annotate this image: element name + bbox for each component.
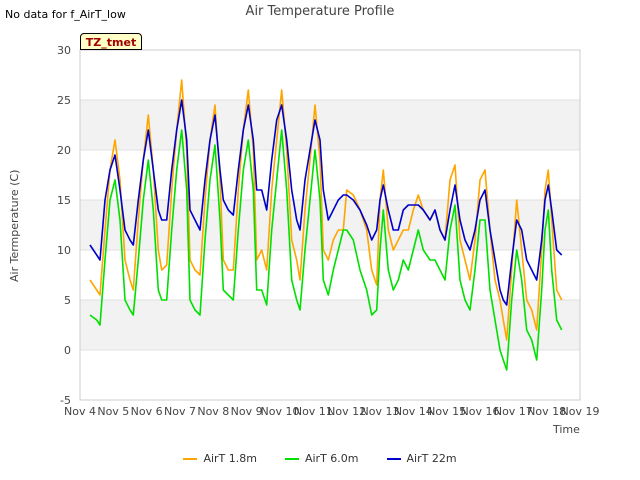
legend-swatch-airt-1-8m: [183, 457, 198, 460]
legend-item-airt-6-0m: AirT 6.0m: [284, 452, 359, 465]
background-band: [80, 200, 580, 250]
series-line-airt-1-8m: [89, 79, 563, 341]
legend-swatch-airt-6-0m: [284, 457, 299, 460]
y-tick-label: 5: [64, 294, 71, 307]
background-band: [80, 150, 580, 200]
legend: AirT 1.8m AirT 6.0m AirT 22m: [0, 452, 640, 465]
chart-title: Air Temperature Profile: [245, 4, 395, 19]
x-tick-label: Nov 7: [164, 405, 196, 418]
y-tick-label: 30: [57, 44, 71, 57]
legend-label-airt-22m: AirT 22m: [406, 452, 457, 465]
x-tick-label: Nov 12: [327, 405, 366, 418]
x-tick-label: Nov 15: [427, 405, 466, 418]
x-tick-label: Nov 14: [394, 405, 433, 418]
timezone-label: TZ_tmet: [80, 33, 142, 50]
x-tick-label: Nov 11: [294, 405, 333, 418]
y-tick-label: 10: [57, 244, 71, 257]
x-tick-label: Nov 10: [261, 405, 300, 418]
x-tick-label: Nov 9: [231, 405, 263, 418]
plot-area-frame: [79, 49, 581, 401]
x-tick-label: Nov 16: [461, 405, 500, 418]
x-tick-label: Nov 13: [361, 405, 400, 418]
x-tick-label: Nov 17: [494, 405, 533, 418]
x-tick-label: Nov 8: [197, 405, 229, 418]
background-band: [80, 50, 580, 100]
x-tick-label: Nov 6: [131, 405, 163, 418]
no-data-message: No data for f_AirT_low: [5, 8, 126, 21]
y-tick-label: 20: [57, 144, 71, 157]
legend-swatch-airt-22m: [386, 457, 401, 460]
legend-label-airt-6-0m: AirT 6.0m: [304, 452, 359, 465]
x-tick-label: Nov 5: [97, 405, 129, 418]
x-tick-label: Nov 19: [561, 405, 600, 418]
legend-item-airt-22m: AirT 22m: [386, 452, 457, 465]
y-axis-label: Air Termperature (C): [8, 169, 21, 282]
y-tick-label: 25: [57, 94, 71, 107]
x-tick-label: Nov 18: [527, 405, 566, 418]
background-band: [80, 300, 580, 350]
legend-label-airt-1-8m: AirT 1.8m: [203, 452, 257, 465]
series-line-airt-6-0m: [89, 129, 563, 371]
x-tick-label: Nov 4: [64, 405, 96, 418]
y-tick-labels: -5 0 5 10 15 20 25 30: [57, 44, 71, 407]
y-tick-label: 15: [57, 194, 71, 207]
legend-item-airt-1-8m: AirT 1.8m: [183, 452, 257, 465]
y-tick-label: -5: [60, 394, 71, 407]
y-tick-label: 0: [64, 344, 71, 357]
series-line-airt-22m: [89, 99, 563, 306]
background-band: [80, 350, 580, 400]
background-band: [80, 100, 580, 150]
series-lines: [89, 79, 563, 371]
x-axis-label: Time: [553, 423, 580, 436]
background-band: [80, 250, 580, 300]
background-bands: [80, 50, 580, 400]
